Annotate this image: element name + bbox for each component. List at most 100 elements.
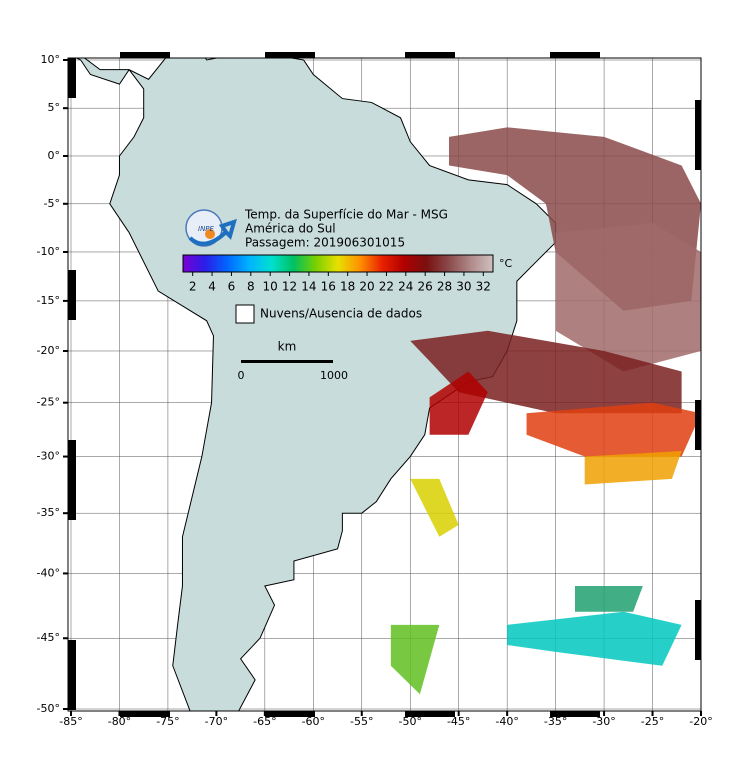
colorbar-tick-label: 16: [321, 280, 336, 294]
y-tick-label: -30°: [37, 450, 60, 463]
frame-segment: [68, 440, 76, 520]
frame-tick: [63, 299, 68, 302]
colorbar-tick-label: 18: [340, 280, 355, 294]
logo: INPE: [185, 209, 237, 247]
region: América do Sul: [245, 222, 336, 236]
frame-segment: [120, 711, 170, 717]
colorbar-tick-label: 2: [189, 280, 197, 294]
sst-patch: [390, 624, 440, 695]
frame-segment: [265, 711, 315, 717]
frame: [67, 57, 702, 712]
y-tick-label: -35°: [37, 506, 60, 519]
x-tick-label: -30°: [592, 715, 615, 728]
frame-tick: [63, 202, 68, 205]
x-tick-label: -85°: [59, 715, 82, 728]
scale-unit: km: [278, 340, 297, 354]
colorbar-tick-label: 14: [301, 280, 316, 294]
y-tick-label: -50°: [37, 702, 60, 715]
x-tick-label: -25°: [641, 715, 664, 728]
frame-tick: [70, 711, 72, 716]
frame-tick: [263, 711, 266, 716]
frame-tick: [63, 250, 68, 253]
colorbar-tick-label: 6: [228, 280, 236, 294]
y-tick-label: -45°: [37, 631, 60, 644]
colorbar-tick-label: 8: [247, 280, 255, 294]
sst-patch: [429, 371, 488, 435]
colorbar-tick-label: 28: [437, 280, 452, 294]
frame-tick: [63, 349, 68, 352]
frame-tick: [63, 107, 68, 110]
frame-segment: [695, 100, 701, 170]
x-tick-label: -55°: [350, 715, 373, 728]
frame-segment: [550, 711, 600, 717]
colorbar-fill: [182, 254, 494, 273]
y-tick-label: 10°: [41, 53, 61, 66]
frame-tick: [63, 59, 68, 61]
legend-label: Nuvens/Ausencia de dados: [260, 307, 422, 321]
frame-tick: [63, 455, 68, 458]
y-tick-label: -15°: [37, 294, 60, 307]
pass: Passagem: 201906301015: [245, 236, 405, 250]
frame-segment: [550, 52, 600, 58]
svg-text:INPE: INPE: [198, 225, 215, 233]
y-tick-label: -10°: [37, 245, 60, 258]
y-tick-label: -20°: [37, 344, 60, 357]
frame-tick: [118, 711, 121, 716]
sst-patch: [410, 478, 459, 537]
colorbar-tick-label: 32: [476, 280, 491, 294]
frame-segment: [68, 58, 76, 98]
colorbar-tick-label: 12: [282, 280, 297, 294]
y-tick-label: -40°: [37, 566, 60, 579]
x-tick-label: -80°: [108, 715, 131, 728]
frame-segment: [405, 711, 455, 717]
scale-end: 1000: [320, 369, 348, 382]
x-tick-label: -70°: [205, 715, 228, 728]
y-tick-label: -25°: [37, 396, 60, 409]
frame-segment: [265, 52, 315, 58]
colorbar-tick-label: 22: [379, 280, 394, 294]
x-tick-label: -65°: [253, 715, 276, 728]
frame-tick: [506, 711, 509, 716]
frame-segment: [120, 52, 170, 58]
colorbar-tick-label: 30: [456, 280, 471, 294]
sst-patch: [584, 451, 682, 485]
colorbar-tick-label: 20: [359, 280, 374, 294]
frame-tick: [215, 711, 218, 716]
frame-segment: [68, 270, 76, 320]
scale-bar: [241, 360, 333, 363]
colorbar-unit: °C: [499, 257, 513, 270]
sst-patch: [526, 402, 701, 457]
x-tick-label: -35°: [544, 715, 567, 728]
title: Temp. da Superfície do Mar - MSG: [244, 208, 448, 222]
frame-tick: [63, 572, 68, 575]
frame-tick: [651, 711, 654, 716]
axes: -85° -80° -75° -70° -65° -60° -55° -50° -45° -40°…: [37, 52, 713, 728]
colorbar: 2 4 6 8 10 12 14 16 18 20 22 24 26 28 30 32°C: [182, 254, 513, 294]
frame-tick: [63, 512, 68, 515]
x-tick-label: -20°: [689, 715, 712, 728]
y-tick-label: 5°: [48, 101, 61, 114]
sst-patch: [555, 223, 701, 372]
scale-start: 0: [238, 369, 245, 382]
frame-tick: [457, 711, 460, 716]
frame-segment: [405, 52, 455, 58]
x-tick-label: -75°: [156, 715, 179, 728]
x-tick-label: -45°: [447, 715, 470, 728]
x-tick-label: -60°: [302, 715, 325, 728]
sst-patch: [507, 611, 682, 666]
y-tick-label: 0°: [48, 149, 61, 162]
frame-segment: [695, 400, 701, 450]
frame-segment: [695, 600, 701, 660]
x-tick-label: -50°: [398, 715, 421, 728]
colorbar-tick-label: 10: [263, 280, 278, 294]
colorbar-tick-label: 26: [418, 280, 433, 294]
frame-tick: [63, 637, 68, 640]
colorbar-tick-label: 24: [398, 280, 413, 294]
frame-tick: [700, 711, 702, 716]
sst-patches: [390, 127, 701, 695]
frame-tick: [63, 154, 68, 157]
colorbar-tick-label: 4: [208, 280, 216, 294]
legend-swatch: [235, 304, 255, 324]
frame-segment: [68, 640, 76, 710]
